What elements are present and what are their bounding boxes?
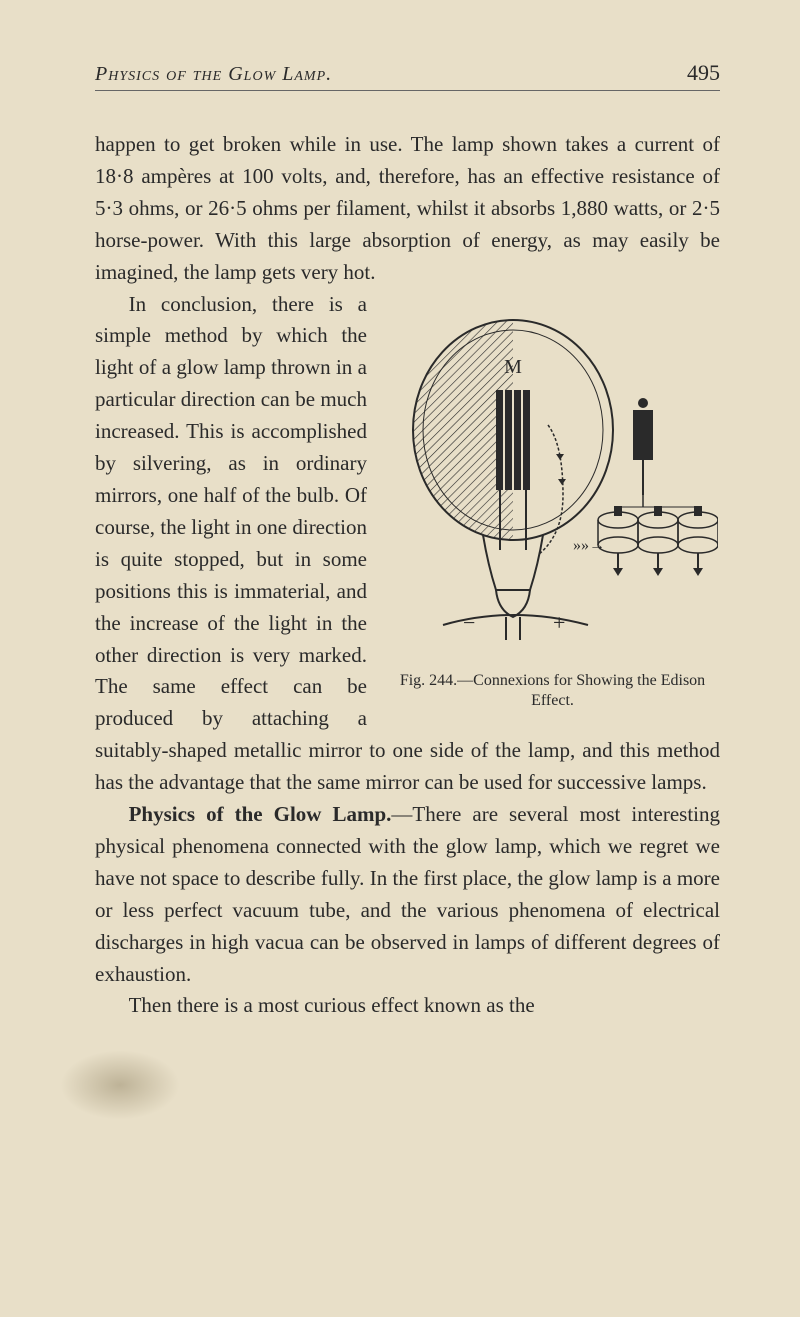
body-text: happen to get broken while in use. The l… [95,129,720,1022]
paragraph-3: Physics of the Glow Lamp.—There are seve… [95,799,720,990]
page: Physics of the Glow Lamp. 495 happen to … [0,0,800,1062]
page-stain [60,1050,180,1120]
figure-block: M »»→ [95,289,720,800]
paragraph-1: happen to get broken while in use. The l… [95,129,720,289]
figure-minus-label: − [463,610,475,635]
svg-text:»»→: »»→ [573,537,605,554]
battery-mid-icon [638,506,678,576]
page-number: 495 [687,60,720,86]
running-title: Physics of the Glow Lamp. [95,63,332,86]
figure: M »»→ [385,295,720,713]
battery-right-icon [678,506,718,576]
paragraph-4: Then there is a most curious effect know… [95,990,720,1022]
figure-plus-label: + [553,610,565,635]
figure-label-m: M [504,356,522,378]
edison-effect-diagram-icon: M »»→ [388,295,718,665]
figure-caption: Fig. 244.—Connexions for Showing the Edi… [385,671,720,713]
section-heading-physics: Physics of the Glow Lamp. [129,802,392,826]
paragraph-3-rest: —There are several most interesting phys… [95,802,720,986]
running-head: Physics of the Glow Lamp. 495 [95,60,720,91]
